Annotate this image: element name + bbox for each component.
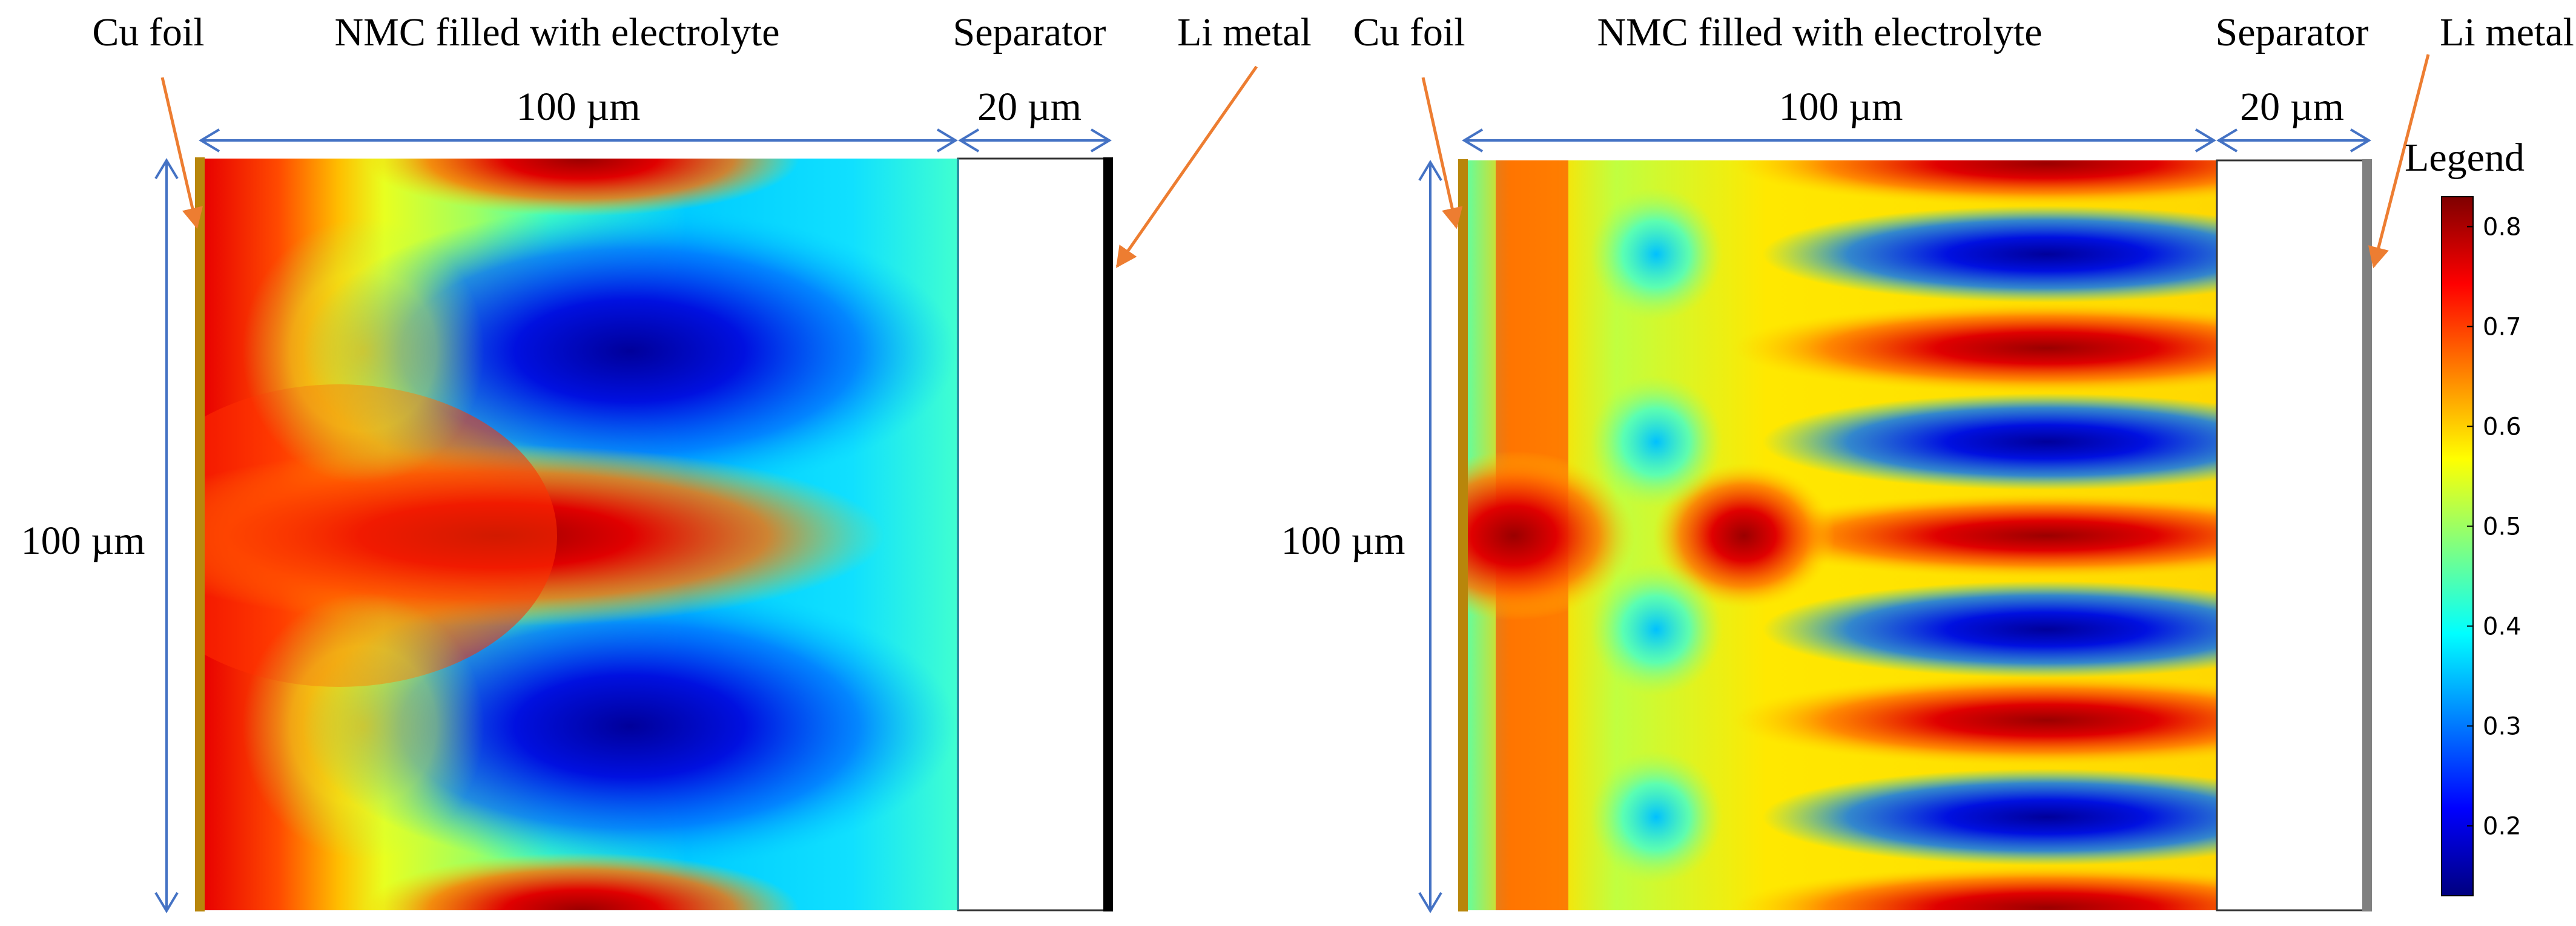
right-nmc-field — [1466, 160, 2217, 910]
colorbar-tick-label: 0.3 — [2483, 713, 2522, 741]
right-panel: Cu foil NMC filled with electrolyte Sepa… — [1281, 10, 2574, 913]
right-width-dimension — [1462, 128, 2371, 153]
right-separator — [2216, 159, 2366, 911]
left-cu-foil — [195, 157, 205, 911]
left-li-metal-pointer — [1115, 65, 1258, 268]
colorbar-tick-label: 0.6 — [2483, 413, 2522, 441]
left-nmc-field — [203, 159, 958, 910]
left-cu-foil-label: Cu foil — [92, 10, 204, 54]
left-separator-label: Separator — [953, 10, 1106, 54]
right-cu-foil-pointer — [1421, 77, 1463, 229]
colorbar-ticks: 0.8 0.7 0.6 0.5 0.4 0.3 0.2 — [2467, 214, 2522, 841]
colorbar-scale — [2441, 196, 2474, 896]
right-li-metal-pointer — [2368, 54, 2430, 269]
right-height-dimension — [1418, 160, 1442, 913]
colorbar-tick-label: 0.5 — [2483, 513, 2522, 541]
left-width-dimension — [199, 128, 1112, 153]
left-separator — [957, 157, 1108, 911]
left-nmc-width-label: 100 µm — [517, 85, 641, 129]
legend-title: Legend — [2405, 136, 2525, 180]
left-height-label: 100 µm — [21, 519, 145, 563]
right-li-metal — [2362, 159, 2372, 911]
right-li-metal-label: Li metal — [2440, 10, 2574, 54]
right-cu-foil-label: Cu foil — [1353, 10, 1465, 54]
colorbar-tick-label: 0.8 — [2483, 214, 2522, 241]
left-separator-width-label: 20 µm — [977, 85, 1082, 129]
left-height-dimension — [154, 158, 179, 913]
colorbar-tick-label: 0.4 — [2483, 613, 2522, 641]
right-height-label: 100 µm — [1281, 519, 1405, 563]
right-separator-width-label: 20 µm — [2240, 85, 2344, 129]
left-li-metal-label: Li metal — [1177, 10, 1312, 54]
left-panel: Cu foil NMC filled with electrolyte Sepa… — [21, 10, 1312, 913]
right-cu-foil — [1458, 159, 1468, 911]
right-separator-label: Separator — [2216, 10, 2369, 54]
right-nmc-width-label: 100 µm — [1779, 85, 1903, 129]
left-nmc-label: NMC filled with electrolyte — [335, 10, 780, 54]
colorbar-tick-label: 0.2 — [2483, 813, 2522, 841]
colorbar-tick-label: 0.7 — [2483, 314, 2522, 341]
legend-colorbar: Legend 0.8 0.7 0.6 0.5 0.4 0.3 0.2 — [2405, 136, 2525, 896]
left-cu-foil-pointer — [160, 77, 203, 229]
right-nmc-label: NMC filled with electrolyte — [1597, 10, 2043, 54]
left-li-metal — [1103, 157, 1113, 911]
